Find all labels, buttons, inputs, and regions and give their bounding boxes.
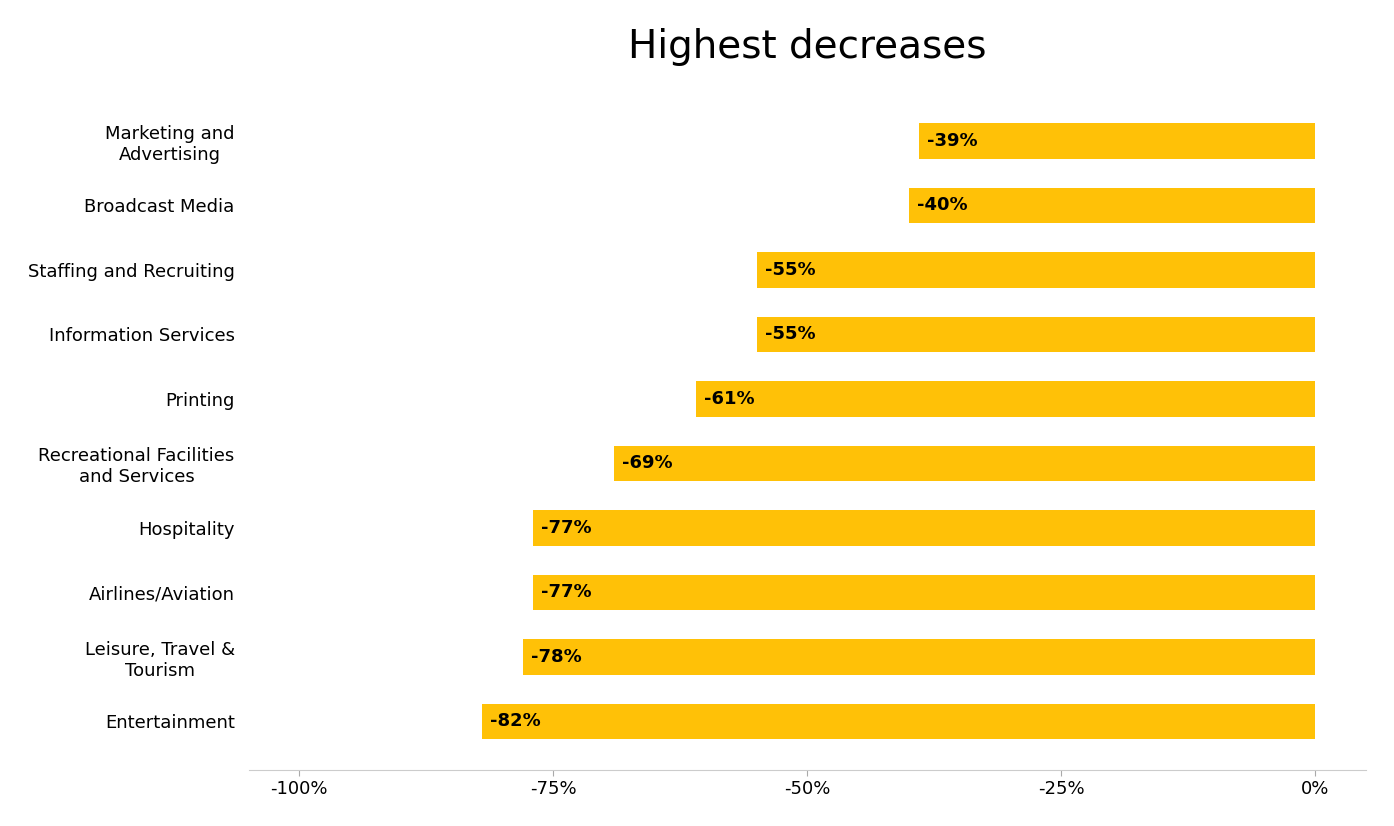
Bar xyxy=(696,381,1316,416)
Text: -39%: -39% xyxy=(927,132,979,150)
Bar xyxy=(757,252,1316,287)
Bar xyxy=(533,510,1316,546)
Title: Highest decreases: Highest decreases xyxy=(629,28,987,66)
Text: -61%: -61% xyxy=(704,390,754,408)
Bar xyxy=(615,446,1316,481)
Bar xyxy=(482,704,1316,739)
Text: -78%: -78% xyxy=(531,648,581,666)
Bar xyxy=(533,575,1316,610)
Bar xyxy=(909,188,1316,223)
Text: -69%: -69% xyxy=(623,454,673,472)
Bar xyxy=(919,123,1316,159)
Text: -40%: -40% xyxy=(917,197,967,215)
Text: -77%: -77% xyxy=(541,583,592,601)
Text: -82%: -82% xyxy=(491,712,541,730)
Text: -55%: -55% xyxy=(765,261,815,279)
Bar xyxy=(757,316,1316,352)
Bar xyxy=(523,639,1316,675)
Text: -77%: -77% xyxy=(541,519,592,537)
Text: -55%: -55% xyxy=(765,325,815,344)
